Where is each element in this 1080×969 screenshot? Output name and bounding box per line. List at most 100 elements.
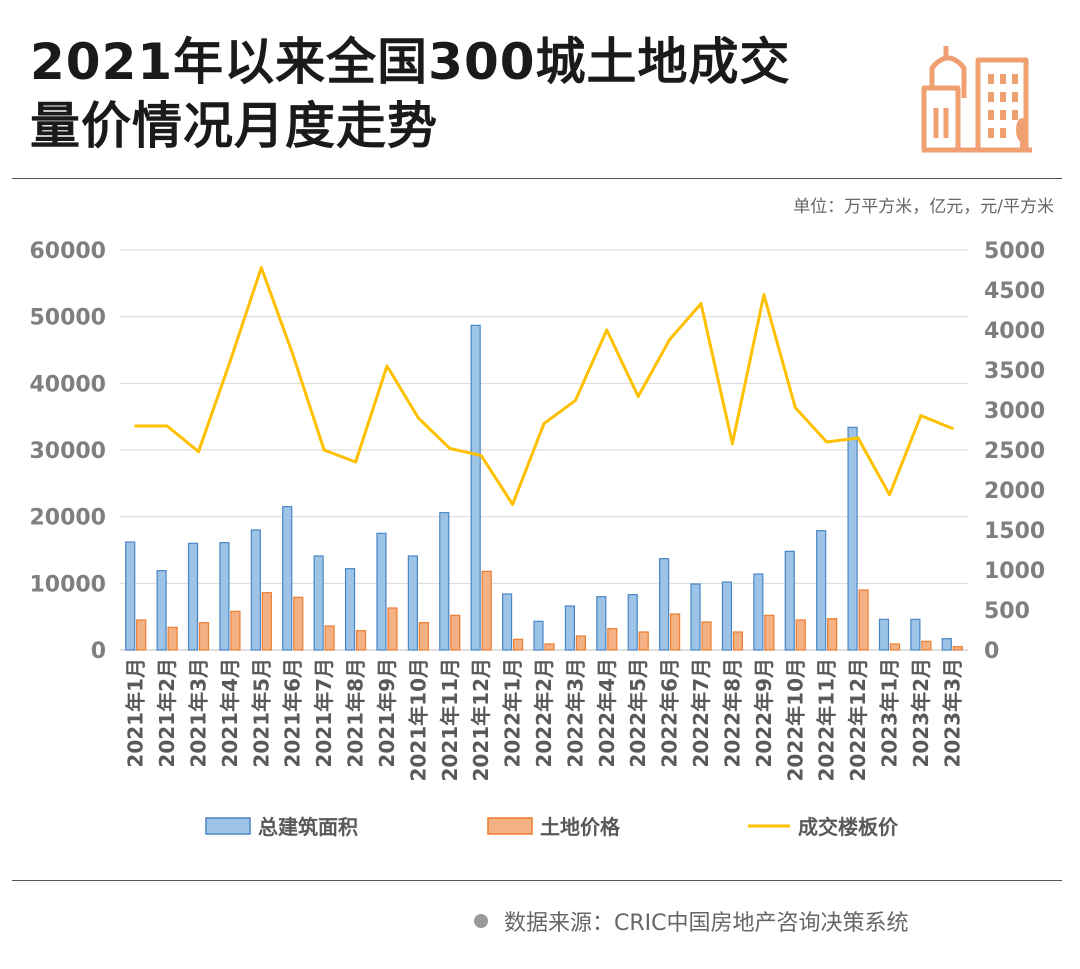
bar-total-area (376, 532, 387, 651)
bar-land-price (858, 589, 869, 651)
bar-land-price (324, 625, 335, 651)
bar-land-price (795, 619, 806, 651)
bar-total-area (816, 530, 827, 651)
line-point (322, 448, 326, 452)
unit-label: 单位：万平方米，亿元，元/平方米 (793, 197, 1054, 217)
bar-land-price (732, 631, 744, 651)
header-divider (12, 178, 1062, 179)
bar-total-area (187, 542, 199, 651)
y-right-tick-label: 4000 (984, 319, 1045, 344)
line-point (542, 422, 546, 426)
legend-swatch-land-price (487, 817, 533, 835)
y-left-tick-label: 30000 (29, 439, 106, 464)
bar-land-price (512, 638, 524, 651)
line-point (636, 394, 640, 398)
line-point (887, 493, 891, 497)
bar-land-price (889, 643, 901, 651)
source-note: 数据来源：CRIC中国房地产咨询决策系统 (474, 905, 909, 937)
bar-total-area (533, 620, 544, 651)
x-tick-label: 2021年1月 (124, 658, 148, 768)
bar-total-area (439, 512, 450, 651)
bar-land-price (607, 628, 618, 651)
bar-total-area (878, 618, 890, 651)
x-tick-label: 2022年7月 (689, 658, 713, 768)
x-tick-label: 2022年11月 (815, 658, 839, 782)
x-tick-label: 2021年10月 (406, 658, 430, 782)
x-tick-label: 2022年9月 (752, 658, 776, 768)
y-right-tick-label: 2000 (984, 479, 1045, 504)
x-tick-label: 2022年6月 (658, 658, 682, 768)
x-tick-label: 2023年3月 (940, 658, 964, 768)
bar-total-area (407, 555, 418, 651)
x-tick-label: 2022年12月 (846, 658, 870, 782)
bar-total-area (282, 506, 293, 651)
line-point (259, 266, 263, 270)
bar-total-area (690, 583, 701, 651)
x-tick-label: 2021年8月 (344, 658, 368, 768)
bar-land-price (230, 610, 241, 651)
bar-total-area (659, 558, 670, 651)
bar-total-area (564, 605, 576, 651)
bar-total-area (784, 550, 795, 651)
x-tick-label: 2021年6月 (281, 658, 305, 768)
bar-total-area (313, 555, 324, 651)
bar-total-area (125, 541, 136, 651)
source-text: 数据来源：CRIC中国房地产咨询决策系统 (504, 911, 909, 936)
x-tick-label: 2021年4月 (218, 658, 242, 768)
footer-divider (12, 880, 1062, 881)
x-tick-label: 2022年4月 (595, 658, 619, 768)
chart: 0 10000 20000 30000 40000 50000 60000 0 500 1000… (29, 239, 1045, 839)
bullet-dot-icon (474, 914, 488, 928)
y-left-tick-label: 40000 (29, 372, 106, 397)
y-right-tick-label: 1500 (984, 519, 1045, 544)
y-left-tick-label: 60000 (29, 239, 106, 264)
bar-land-price (136, 619, 147, 651)
line-point (479, 454, 483, 458)
x-tick-label: 2021年7月 (312, 658, 336, 768)
y-left-tick-label: 0 (91, 639, 106, 664)
line-point (197, 450, 201, 454)
bar-land-price (355, 630, 367, 651)
bar-land-price (701, 621, 712, 651)
bar-total-area (941, 638, 952, 651)
x-tick-label: 2022年3月 (563, 658, 587, 768)
bar-total-area (219, 542, 230, 651)
y-left-tick-label: 50000 (29, 306, 106, 331)
bar-land-price (575, 635, 587, 651)
bar-total-area (847, 426, 858, 651)
x-tick-label: 2023年2月 (909, 658, 933, 768)
y-right-tick-label: 500 (984, 599, 1030, 624)
x-tick-label: 2022年8月 (720, 658, 744, 768)
bar-total-area (910, 618, 921, 651)
line-point (511, 502, 515, 506)
x-tick-label: 2022年5月 (626, 658, 650, 768)
x-tick-label: 2021年5月 (249, 658, 273, 768)
bar-total-area (721, 581, 733, 651)
legend-label-floor-price: 成交楼板价 (798, 815, 899, 839)
bar-land-price (952, 646, 963, 651)
y-left-tick-label: 10000 (29, 572, 106, 597)
bar-total-area (627, 594, 638, 651)
line-point (448, 446, 452, 450)
bar-land-price (293, 596, 304, 651)
bar-land-price (261, 592, 272, 651)
x-tick-label: 2023年1月 (877, 658, 901, 768)
bar-land-price (544, 643, 555, 651)
x-tick-label: 2022年1月 (501, 658, 525, 768)
line-point (699, 302, 703, 306)
y-right-tick-label: 0 (984, 639, 999, 664)
line-point (793, 406, 797, 410)
line-point (134, 424, 138, 428)
bar-land-price (670, 613, 681, 651)
y-right-tick-label: 5000 (984, 239, 1045, 264)
y-right-tick-label: 3000 (984, 399, 1045, 424)
line-point (416, 416, 420, 420)
x-tick-label: 2021年3月 (187, 658, 211, 768)
y-right-tick-label: 4500 (984, 279, 1045, 304)
line-point (919, 414, 923, 418)
line-point (950, 426, 954, 430)
line-point (385, 364, 389, 368)
line-point (856, 436, 860, 440)
bar-total-area (470, 324, 481, 651)
x-tick-label: 2021年9月 (375, 658, 399, 768)
